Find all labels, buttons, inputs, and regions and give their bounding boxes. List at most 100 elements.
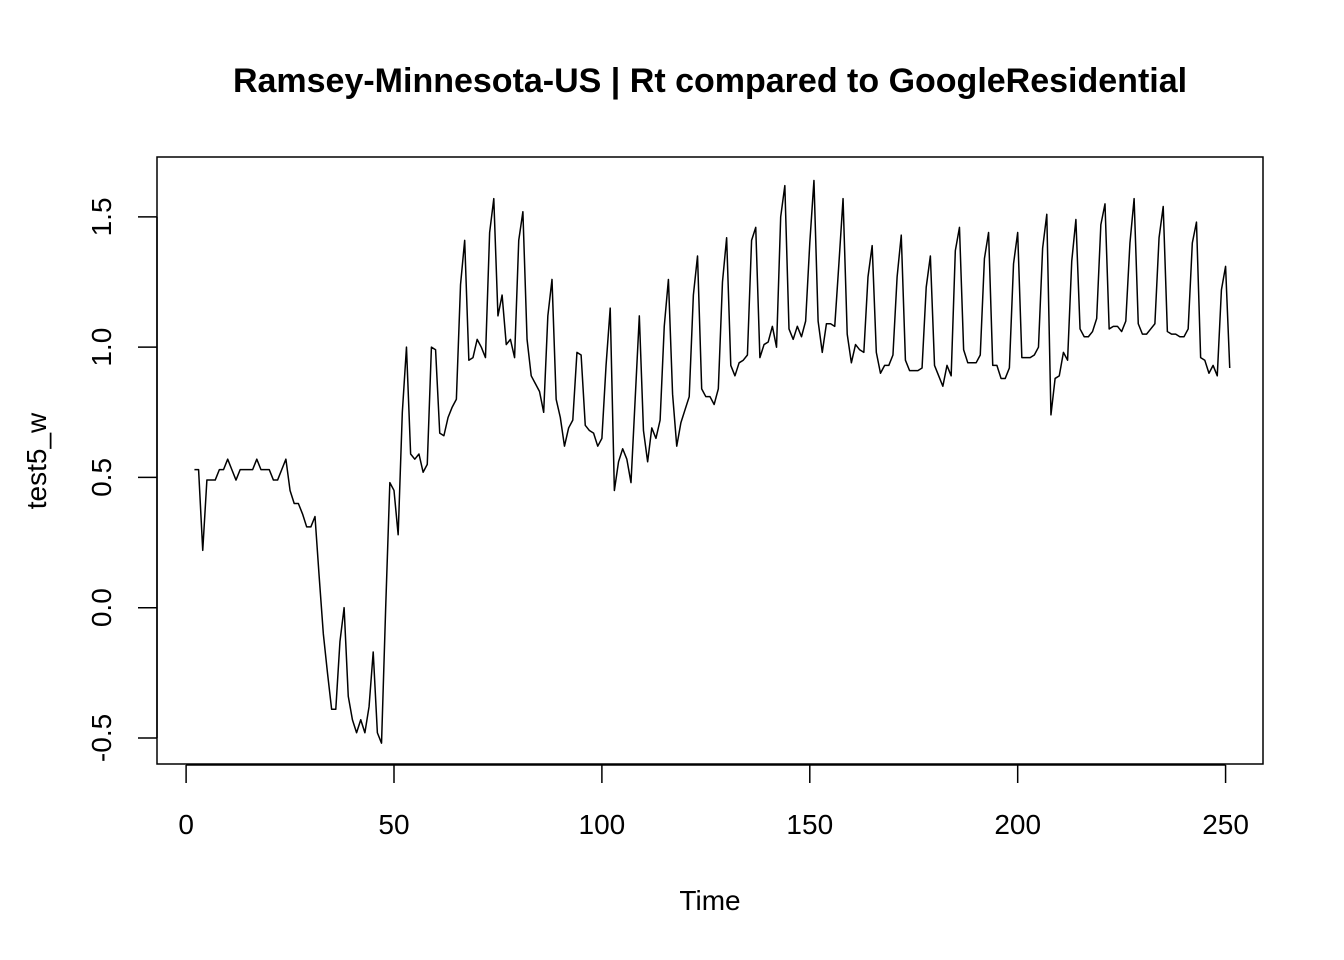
data-point — [967, 362, 968, 363]
data-point — [884, 365, 885, 366]
data-point — [389, 482, 390, 483]
data-point — [643, 430, 644, 431]
data-point — [834, 326, 835, 327]
data-point — [373, 651, 374, 652]
data-point — [302, 513, 303, 514]
data-point — [223, 469, 224, 470]
data-point — [539, 391, 540, 392]
data-point — [801, 336, 802, 337]
x-tick-label: 200 — [994, 809, 1041, 840]
data-point — [722, 281, 723, 282]
data-point — [655, 438, 656, 439]
data-point — [872, 245, 873, 246]
data-point — [356, 732, 357, 733]
data-point — [938, 375, 939, 376]
data-point — [926, 287, 927, 288]
data-point — [913, 370, 914, 371]
data-point — [1134, 198, 1135, 199]
data-point — [298, 503, 299, 504]
y-tick-label: 0.0 — [86, 588, 117, 627]
data-point — [294, 503, 295, 504]
data-point — [867, 276, 868, 277]
data-point — [576, 352, 577, 353]
data-point — [244, 469, 245, 470]
data-point — [610, 308, 611, 309]
series-line — [194, 179, 1231, 744]
data-point — [194, 469, 195, 470]
data-point — [780, 216, 781, 217]
data-point — [589, 430, 590, 431]
data-point — [1034, 354, 1035, 355]
chart-title: Ramsey-Minnesota-US | Rt compared to Goo… — [233, 62, 1187, 100]
data-point — [714, 404, 715, 405]
y-tick-label: 1.0 — [86, 328, 117, 367]
data-point — [1046, 214, 1047, 215]
data-point — [768, 341, 769, 342]
x-axis: 0 50 100 150 200 250 — [178, 764, 1249, 840]
data-point — [568, 427, 569, 428]
data-point — [963, 349, 964, 350]
data-point — [601, 438, 602, 439]
data-point — [1113, 326, 1114, 327]
data-point — [460, 284, 461, 285]
x-tick-label: 250 — [1202, 809, 1249, 840]
data-point — [240, 469, 241, 470]
data-point — [1217, 375, 1218, 376]
data-point — [1154, 323, 1155, 324]
data-point — [219, 469, 220, 470]
data-point — [414, 459, 415, 460]
data-point — [626, 459, 627, 460]
data-point — [535, 383, 536, 384]
data-point — [734, 375, 735, 376]
data-point — [510, 339, 511, 340]
data-point — [1075, 219, 1076, 220]
data-point — [755, 227, 756, 228]
data-point — [235, 479, 236, 480]
data-point — [522, 211, 523, 212]
data-point — [951, 375, 952, 376]
data-point — [614, 490, 615, 491]
data-point — [788, 328, 789, 329]
data-point — [269, 469, 270, 470]
data-point — [705, 396, 706, 397]
data-point — [1196, 222, 1197, 223]
data-point — [689, 396, 690, 397]
data-point — [747, 354, 748, 355]
data-point — [423, 472, 424, 473]
data-point — [1150, 328, 1151, 329]
data-point — [676, 446, 677, 447]
data-point — [1117, 326, 1118, 327]
data-point — [1096, 318, 1097, 319]
data-point — [726, 237, 727, 238]
data-point — [215, 479, 216, 480]
data-point — [339, 641, 340, 642]
data-point — [202, 550, 203, 551]
data-points — [194, 180, 1231, 744]
data-point — [526, 339, 527, 340]
data-point — [847, 334, 848, 335]
data-point — [959, 227, 960, 228]
data-point — [1025, 357, 1026, 358]
data-point — [743, 360, 744, 361]
data-point — [556, 399, 557, 400]
data-point — [1104, 203, 1105, 204]
data-point — [518, 240, 519, 241]
data-point — [697, 255, 698, 256]
data-point — [543, 412, 544, 413]
data-point — [331, 709, 332, 710]
data-point — [319, 576, 320, 577]
data-point — [693, 294, 694, 295]
data-point — [464, 240, 465, 241]
data-point — [651, 427, 652, 428]
data-point — [231, 469, 232, 470]
data-point — [830, 323, 831, 324]
data-point — [452, 406, 453, 407]
data-point — [1183, 336, 1184, 337]
data-point — [797, 326, 798, 327]
x-axis-label: Time — [679, 885, 740, 916]
data-point — [822, 352, 823, 353]
data-point — [273, 479, 274, 480]
data-point — [618, 461, 619, 462]
data-point — [635, 399, 636, 400]
data-point — [988, 232, 989, 233]
